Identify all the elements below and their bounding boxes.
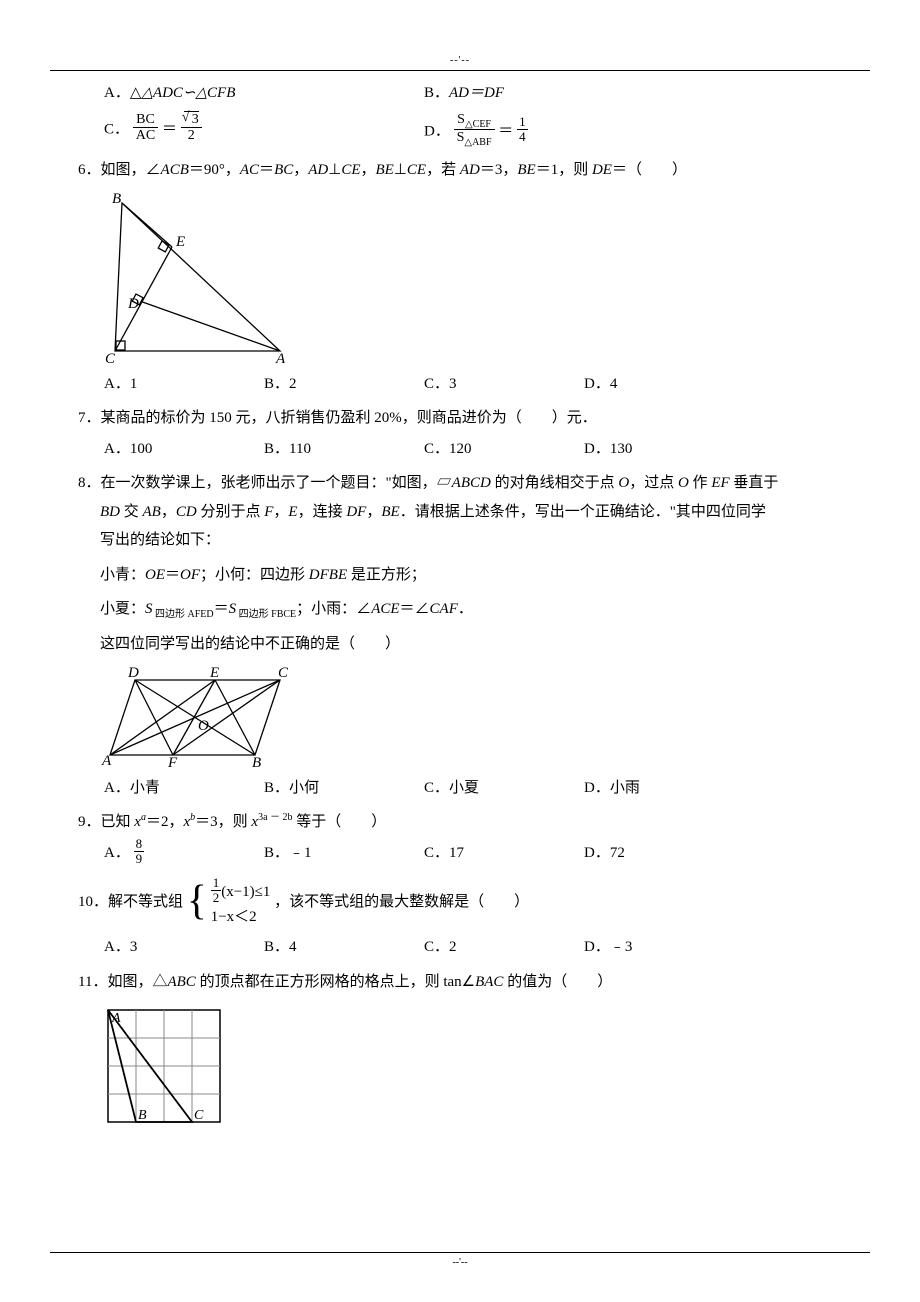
question-number: 10．: [78, 894, 108, 910]
q8-option-b[interactable]: B．小何: [264, 774, 424, 803]
q9-option-d[interactable]: D．72: [584, 839, 744, 869]
q8-figure: D E C A F B O: [100, 665, 870, 770]
question-8: 8．在一次数学课上，张老师出示了一个题目："如图，▱ABCD 的对角线相交于点 …: [78, 469, 870, 498]
q8-option-d[interactable]: D．小雨: [584, 774, 744, 803]
equals: ＝: [498, 123, 513, 139]
q8-line3: 写出的结论如下：: [100, 526, 870, 555]
math-expr: △ADC∽△CFB: [141, 85, 235, 101]
svg-text:D: D: [127, 665, 139, 681]
question-text: 某商品的标价为 150 元，八折销售仍盈利 20%，则商品进价为（ ）元．: [101, 410, 597, 426]
numerator: BC: [133, 112, 158, 128]
fraction: 1 4: [517, 115, 528, 145]
q7-option-b[interactable]: B．110: [264, 435, 424, 464]
option-label: B．: [424, 85, 449, 101]
option-label: D．: [424, 123, 450, 139]
svg-text:B: B: [112, 191, 121, 207]
question-number: 7．: [78, 410, 101, 426]
q8-options: A．小青 B．小何 C．小夏 D．小雨: [104, 774, 870, 803]
numerator: 8: [134, 837, 145, 852]
option-label: A．: [104, 85, 130, 101]
fraction: BC AC: [133, 112, 158, 144]
q8-line4: 小青：OE＝OF；小何：四边形 DFBE 是正方形；: [100, 561, 870, 590]
option-label: C．: [104, 121, 129, 137]
svg-text:E: E: [175, 234, 185, 250]
question-11: 11．如图，△ABC 的顶点都在正方形网格的格点上，则 tan∠BAC 的值为（…: [78, 968, 870, 997]
q6-options: A．1 B．2 C．3 D．4: [104, 370, 870, 399]
q6-figure: C A B D E: [100, 191, 870, 366]
inequality-system: 1 2 (x−1)≤1 1−x＜2: [211, 878, 271, 927]
footer-mark: --'--: [0, 1253, 920, 1272]
option-label: A．: [104, 845, 130, 861]
svg-text:F: F: [167, 755, 178, 770]
math-text: △△ADC∽△CFB: [130, 85, 236, 101]
q7-options: A．100 B．110 C．120 D．130: [104, 435, 870, 464]
q5-option-a[interactable]: A．△△ADC∽△CFB: [104, 79, 424, 108]
fraction: √3 2: [181, 112, 202, 144]
question-7: 7．某商品的标价为 150 元，八折销售仍盈利 20%，则商品进价为（ ）元．: [78, 404, 870, 433]
q6-option-c[interactable]: C．3: [424, 370, 584, 399]
q8-option-a[interactable]: A．小青: [104, 774, 264, 803]
denominator: S△ABF: [454, 130, 495, 148]
numerator: 1: [517, 115, 528, 130]
fraction: 1 2: [211, 876, 222, 906]
svg-text:A: A: [275, 351, 286, 366]
q5-options-row1: A．△△ADC∽△CFB B．AD＝DF: [104, 79, 870, 108]
q10-option-a[interactable]: A．3: [104, 933, 264, 962]
question-number: 9．: [78, 814, 101, 830]
q9-option-c[interactable]: C．17: [424, 839, 584, 869]
left-brace-icon: {: [187, 880, 207, 922]
svg-text:C: C: [278, 665, 289, 681]
q8-line6: 这四位同学写出的结论中不正确的是（ ）: [100, 630, 870, 659]
svg-text:C: C: [105, 351, 116, 366]
q8-line5: 小夏：S 四边形 AFED＝S 四边形 FBCE；小雨：∠ACE＝∠CAF．: [100, 595, 870, 624]
q7-option-a[interactable]: A．100: [104, 435, 264, 464]
header-rule: [50, 70, 870, 71]
question-number: 8．: [78, 475, 101, 491]
fraction: 8 9: [134, 837, 145, 867]
q9-option-a[interactable]: A． 8 9: [104, 839, 264, 869]
fraction: S△CEF S△ABF: [454, 112, 495, 149]
question-number: 6．: [78, 162, 101, 178]
q7-option-d[interactable]: D．130: [584, 435, 744, 464]
question-9: 9．已知 xa＝2，xb＝3，则 x3a － 2b 等于（ ）: [78, 808, 870, 837]
q10-option-b[interactable]: B．4: [264, 933, 424, 962]
q10-options: A．3 B．4 C．2 D．﹣3: [104, 933, 870, 962]
svg-text:C: C: [194, 1108, 204, 1123]
denominator: 2: [181, 128, 202, 143]
question-6: 6．如图，∠ACB＝90°，AC＝BC，AD⊥CE，BE⊥CE，若 AD＝3，B…: [78, 156, 870, 185]
q5-option-d[interactable]: D． S△CEF S△ABF ＝ 1 4: [424, 114, 744, 151]
q5-options-row2: C． BC AC ＝ √3 2 D． S△CEF S△ABF ＝ 1 4: [104, 114, 870, 151]
q7-option-c[interactable]: C．120: [424, 435, 584, 464]
q6-option-b[interactable]: B．2: [264, 370, 424, 399]
q10-option-c[interactable]: C．2: [424, 933, 584, 962]
denominator: 4: [517, 130, 528, 144]
denominator: AC: [133, 128, 158, 143]
q5-option-c[interactable]: C． BC AC ＝ √3 2: [104, 114, 424, 151]
equals: ＝: [162, 121, 177, 137]
svg-text:B: B: [252, 755, 261, 770]
svg-text:A: A: [101, 753, 112, 769]
svg-text:O: O: [198, 718, 209, 734]
q6-option-d[interactable]: D．4: [584, 370, 744, 399]
q5-option-b[interactable]: B．AD＝DF: [424, 79, 744, 108]
question-number: 11．: [78, 974, 107, 990]
denominator: 9: [134, 852, 145, 866]
q9-options: A． 8 9 B．﹣1 C．17 D．72: [104, 839, 870, 869]
q9-option-b[interactable]: B．﹣1: [264, 839, 424, 869]
svg-text:D: D: [127, 296, 139, 312]
svg-text:A: A: [111, 1011, 121, 1026]
math-expr: AD＝DF: [449, 85, 504, 101]
q6-option-a[interactable]: A．1: [104, 370, 264, 399]
svg-text:E: E: [209, 665, 219, 681]
q10-option-d[interactable]: D．﹣3: [584, 933, 744, 962]
numerator: √3: [181, 112, 202, 128]
numerator: S△CEF: [454, 112, 495, 131]
q8-line2: BD 交 AB，CD 分别于点 F，E，连接 DF，BE．请根据上述条件，写出一…: [100, 498, 870, 527]
footer: --'--: [0, 1252, 920, 1272]
question-10: 10．解不等式组 { 1 2 (x−1)≤1 1−x＜2 ，该不等式组的最大整数…: [78, 878, 870, 927]
svg-text:B: B: [138, 1108, 147, 1123]
q8-option-c[interactable]: C．小夏: [424, 774, 584, 803]
q11-figure: A B C: [100, 1002, 870, 1132]
header-mark: --'--: [50, 51, 870, 70]
